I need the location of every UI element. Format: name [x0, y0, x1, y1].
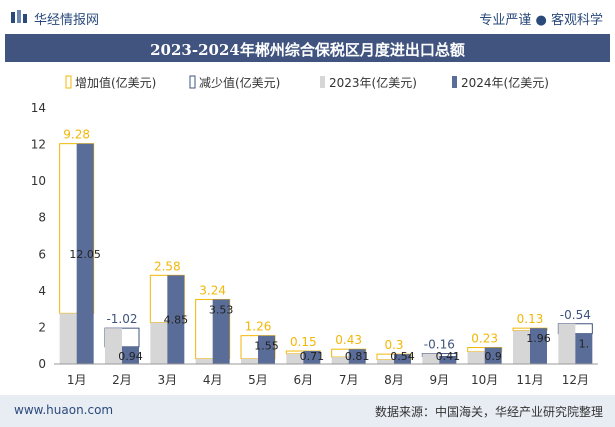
value-label-2024: 0.9 — [484, 350, 502, 363]
bar-2024 — [484, 347, 502, 364]
value-label-2024: 4.85 — [164, 314, 189, 327]
change-label: 1.26 — [245, 320, 272, 334]
x-tick-label: 5月 — [248, 373, 268, 387]
legend-label: 2023年(亿美元) — [329, 75, 417, 90]
bar-2023 — [467, 351, 485, 364]
x-tick-label: 12月 — [562, 373, 589, 387]
bar-2024 — [122, 346, 139, 364]
legend-label: 减少值(亿美元) — [199, 75, 280, 90]
chart-title: 2023-2024年郴州综合保税区月度进出口总额 — [150, 41, 465, 59]
y-tick-label: 14 — [31, 101, 46, 115]
change-label: 0.43 — [335, 333, 362, 347]
bar-2024 — [258, 335, 275, 364]
bar-2024 — [212, 299, 230, 364]
value-label-2024: 1.55 — [254, 340, 279, 353]
change-label: 0.15 — [290, 335, 317, 349]
bar-2023 — [195, 358, 213, 364]
bar-2024 — [394, 354, 411, 364]
change-label: 9.28 — [63, 128, 90, 142]
value-label-2024: 0.71 — [300, 350, 325, 363]
legend-swatch — [320, 76, 325, 88]
legend-label: 2024年(亿美元) — [461, 75, 549, 90]
value-label-2024: 0.94 — [118, 350, 143, 363]
y-tick-label: 0 — [38, 357, 46, 371]
legend-swatch — [452, 76, 457, 88]
legend-swatch — [189, 75, 196, 89]
y-tick-label: 12 — [31, 138, 46, 152]
value-label-2024: 0.81 — [345, 350, 370, 363]
legend-label: 增加值(亿美元) — [75, 75, 156, 90]
chart-bars: 9.28 12.05 -1.02 0.94 2.58 4.85 3.24 3.53 1.26 1.… — [59, 128, 593, 364]
brand-name: 华经情报网 — [34, 13, 100, 28]
bar-2023 — [377, 359, 394, 364]
change-label: -1.02 — [106, 312, 137, 326]
x-tick-label: 7月 — [339, 373, 359, 387]
value-label-2024: 1. — [579, 338, 590, 351]
title-bar: 2023-2024年郴州综合保税区月度进出口总额 — [5, 34, 610, 62]
value-label-2024: 0.41 — [436, 350, 461, 363]
y-tick-label: 10 — [31, 174, 46, 188]
x-tick-label: 2月 — [112, 373, 132, 387]
y-tick-label: 8 — [38, 211, 46, 225]
bar-2024 — [439, 356, 457, 364]
change-label: -0.54 — [560, 308, 591, 322]
y-tick-label: 2 — [38, 320, 46, 334]
x-tick-label: 9月 — [430, 373, 450, 387]
legend-swatch — [65, 75, 72, 89]
bar-2023 — [422, 353, 440, 364]
bar-2023 — [59, 313, 77, 364]
bar-2023 — [286, 353, 304, 364]
bar-2023 — [105, 328, 122, 364]
y-tick-label: 4 — [38, 284, 46, 298]
slogan: 专业严谨 ● 客观科学 — [479, 13, 603, 28]
bar-2024 — [76, 143, 94, 364]
brand-logo-icon — [11, 10, 27, 23]
bar-2024 — [303, 351, 321, 364]
change-label: 3.24 — [199, 283, 226, 297]
x-tick-label: 4月 — [203, 373, 223, 387]
change-label: 2.58 — [154, 259, 181, 273]
bar-2023 — [241, 358, 258, 364]
x-tick-label: 6月 — [294, 373, 314, 387]
bar-2023 — [558, 323, 576, 364]
y-tick-label: 6 — [38, 247, 46, 261]
bar-2024 — [348, 349, 366, 364]
x-axis: 1月 2月 3月 4月 5月 6月 7月 8月 9月 10月 11月 12月 — [54, 363, 598, 387]
x-tick-label: 11月 — [516, 373, 543, 387]
bar-2023 — [331, 357, 349, 364]
chart-legend: 增加值(亿美元) 减少值(亿美元) 2023年(亿美元) 2024年(亿美元) — [65, 75, 549, 90]
bar-2023 — [150, 322, 168, 364]
x-tick-label: 1月 — [67, 373, 87, 387]
site-url: www.huaon.com — [14, 403, 114, 417]
change-label: 0.13 — [517, 312, 544, 326]
bar-2024 — [167, 275, 185, 364]
x-tick-label: 8月 — [384, 373, 404, 387]
top-bar: 华经情报网 专业严谨 ● 客观科学 — [0, 0, 615, 34]
x-tick-label: 3月 — [158, 373, 178, 387]
change-label: 0.23 — [471, 332, 498, 346]
x-tick-label: 10月 — [471, 373, 498, 387]
bar-2023 — [513, 330, 530, 364]
bar-chart: 增加值(亿美元) 减少值(亿美元) 2023年(亿美元) 2024年(亿美元) 0 2 4… — [31, 75, 598, 387]
bar-2024 — [530, 328, 547, 364]
value-label-2024: 3.53 — [209, 303, 234, 316]
value-label-2024: 12.05 — [69, 248, 101, 261]
data-source: 数据来源：中国海关，华经产业研究院整理 — [374, 405, 603, 419]
bar-2024 — [575, 333, 593, 364]
y-axis: 0 2 4 6 8 10 12 14 — [31, 101, 46, 371]
value-label-2024: 0.54 — [390, 350, 415, 363]
change-label: 0.3 — [384, 338, 403, 352]
value-label-2024: 1.96 — [526, 332, 551, 345]
footer-bar: www.huaon.com 数据来源：中国海关，华经产业研究院整理 — [0, 395, 615, 427]
change-label: -0.16 — [424, 338, 455, 352]
